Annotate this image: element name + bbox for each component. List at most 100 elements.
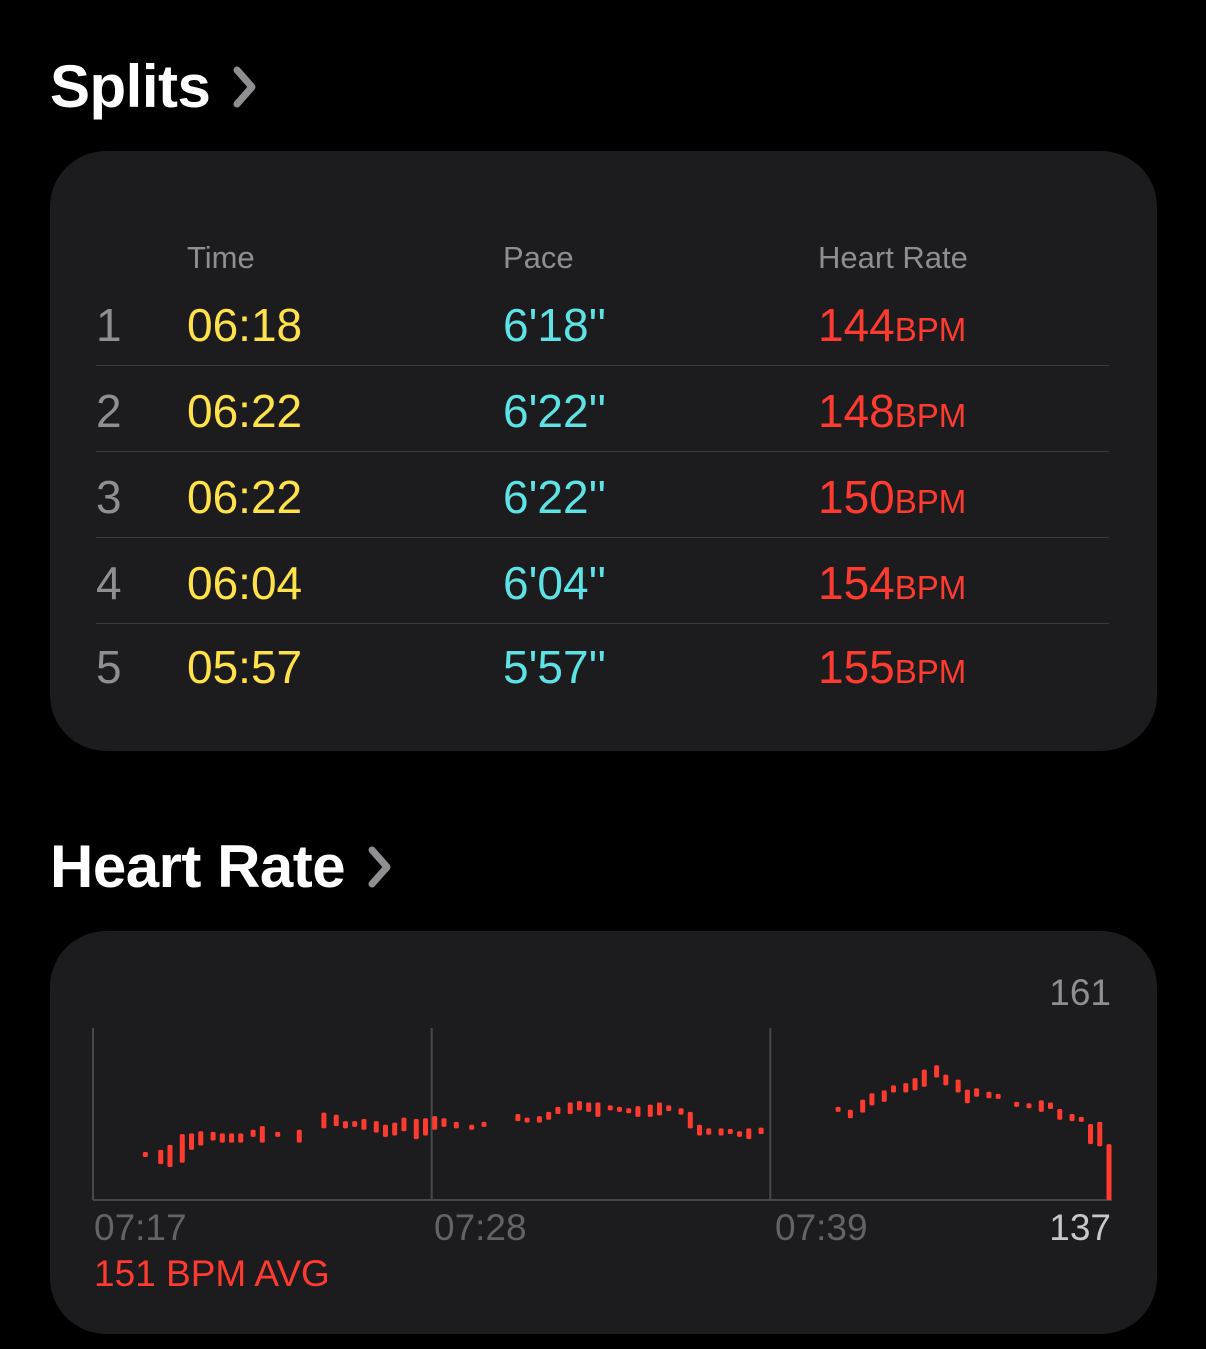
- split-hr-unit: BPM: [894, 483, 967, 520]
- split-row: 1 06:18 6'18'' 144BPM: [96, 280, 1109, 366]
- heart-rate-bar: [250, 1129, 256, 1137]
- heart-rate-bar: [1026, 1103, 1032, 1109]
- y-axis-max-label: 161: [1049, 972, 1111, 1013]
- row-divider: [96, 451, 1109, 452]
- split-pace: 6'04'': [503, 557, 607, 609]
- heart-rate-bar: [382, 1124, 388, 1137]
- heart-rate-average: 151 BPM AVG: [94, 1253, 330, 1294]
- split-heart-rate: 144BPM: [818, 302, 966, 348]
- split-row: 5 05:57 5'57'' 155BPM: [96, 624, 1109, 710]
- splits-header[interactable]: Splits: [50, 52, 258, 121]
- heart-rate-bar: [229, 1133, 235, 1143]
- column-header-pace: Pace: [503, 240, 574, 275]
- heart-rate-bar: [333, 1114, 339, 1127]
- heart-rate-bar: [890, 1085, 896, 1093]
- heart-rate-bar: [737, 1131, 743, 1137]
- heart-rate-bar: [1048, 1102, 1054, 1109]
- row-divider: [96, 365, 1109, 366]
- heart-rate-bar: [955, 1079, 961, 1093]
- heart-rate-bar: [666, 1105, 672, 1112]
- heart-rate-bar: [718, 1128, 724, 1136]
- split-row: 2 06:22 6'22'' 148BPM: [96, 366, 1109, 452]
- heart-rate-bar: [342, 1121, 348, 1129]
- split-pace: 6'22'': [503, 385, 607, 437]
- heart-rate-header[interactable]: Heart Rate: [50, 832, 393, 901]
- heart-rate-bar: [469, 1124, 475, 1130]
- chevron-right-icon: [233, 66, 256, 107]
- heart-rate-bar: [219, 1133, 225, 1143]
- split-pace: 5'57'': [503, 641, 607, 693]
- heart-rate-bar: [635, 1106, 641, 1117]
- heart-rate-bar: [361, 1119, 367, 1130]
- heart-rate-bar: [1088, 1124, 1094, 1145]
- split-index: 2: [96, 385, 122, 437]
- heart-rate-bar: [567, 1102, 573, 1114]
- row-divider: [96, 537, 1109, 538]
- heart-rate-bar: [586, 1102, 592, 1112]
- heart-rate-bar: [1097, 1121, 1103, 1147]
- heart-rate-bar: [595, 1102, 601, 1117]
- heart-rate-bar: [607, 1105, 613, 1111]
- heart-rate-bar: [576, 1101, 582, 1111]
- split-hr-value: 154: [818, 557, 895, 609]
- chevron-right-icon: [368, 846, 391, 887]
- split-row: 4 06:04 6'04'' 154BPM: [96, 538, 1109, 624]
- splits-title: Splits: [50, 53, 211, 120]
- x-tick-label: 07:17: [94, 1207, 187, 1248]
- heart-rate-bar: [912, 1078, 918, 1091]
- heart-rate-bar: [392, 1122, 398, 1136]
- heart-rate-bar: [647, 1104, 653, 1117]
- split-pace: 6'22'': [503, 471, 607, 523]
- heart-rate-bar: [656, 1102, 662, 1116]
- heart-rate-bar: [847, 1109, 853, 1119]
- heart-rate-bar: [158, 1149, 164, 1165]
- split-index: 5: [96, 641, 122, 693]
- heart-rate-bar: [986, 1091, 992, 1099]
- x-tick-label: 07:39: [775, 1207, 868, 1248]
- chart-grid: [92, 1028, 1112, 1201]
- heart-rate-bar: [1069, 1114, 1075, 1122]
- heart-rate-bar: [903, 1083, 909, 1093]
- heart-rate-bar: [1014, 1101, 1020, 1107]
- split-hr-value: 150: [818, 471, 895, 523]
- heart-rate-bar: [934, 1065, 940, 1078]
- heart-rate-bar: [869, 1093, 875, 1106]
- heart-rate-bar: [413, 1119, 419, 1140]
- y-axis-min-label: 137: [1049, 1207, 1111, 1248]
- heart-rate-bar: [321, 1112, 327, 1129]
- heart-rate-bar: [210, 1131, 216, 1141]
- heart-rate-bar: [296, 1129, 302, 1143]
- heart-rate-bar: [198, 1131, 204, 1146]
- heart-rate-bar: [1038, 1100, 1044, 1112]
- split-heart-rate: 148BPM: [818, 388, 966, 434]
- column-header-heart-rate: Heart Rate: [818, 240, 968, 275]
- heart-rate-bar: [555, 1106, 561, 1114]
- x-tick-label: 07:28: [434, 1207, 527, 1248]
- heart-rate-bar: [687, 1111, 693, 1129]
- heart-rate-bar: [423, 1118, 429, 1136]
- heart-rate-bar: [706, 1128, 712, 1135]
- heart-rate-bar: [546, 1111, 552, 1120]
- heart-rate-bar: [441, 1118, 447, 1127]
- heart-rate-bar: [974, 1088, 980, 1097]
- column-header-time: Time: [187, 240, 255, 275]
- chart-bars: [142, 1065, 1112, 1200]
- heart-rate-bar: [964, 1089, 970, 1104]
- heart-rate-bar: [626, 1108, 632, 1114]
- heart-rate-bar: [142, 1151, 148, 1157]
- heart-rate-bar: [524, 1117, 530, 1123]
- split-hr-unit: BPM: [894, 653, 967, 690]
- heart-rate-bar: [373, 1121, 379, 1133]
- heart-rate-bar: [943, 1074, 949, 1086]
- heart-rate-card[interactable]: [50, 931, 1157, 1334]
- row-divider: [96, 623, 1109, 624]
- heart-rate-bar: [921, 1069, 927, 1087]
- split-heart-rate: 154BPM: [818, 560, 966, 606]
- heart-rate-bar: [746, 1128, 752, 1140]
- heart-rate-bar: [481, 1121, 487, 1127]
- split-time: 05:57: [187, 641, 303, 693]
- heart-rate-bar: [401, 1117, 407, 1132]
- heart-rate-bar: [995, 1093, 1001, 1099]
- heart-rate-bar: [515, 1114, 521, 1122]
